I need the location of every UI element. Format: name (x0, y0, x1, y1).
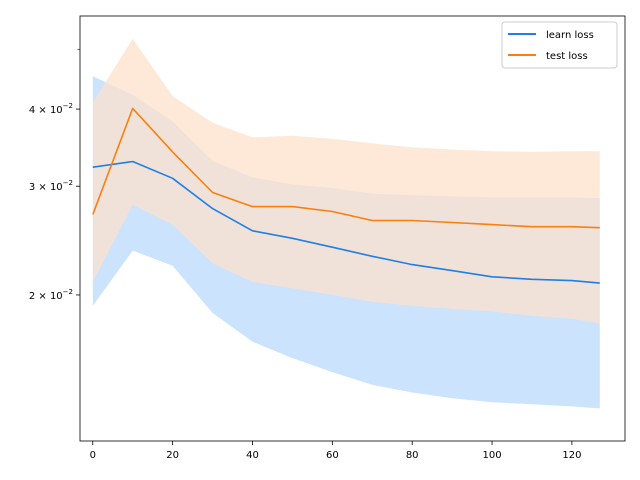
y-tick-label: 2 × 10−2 (29, 288, 73, 302)
legend-label-learn-loss: learn loss (546, 30, 594, 41)
x-tick-label: 40 (246, 450, 259, 461)
x-tick-label: 120 (562, 450, 581, 461)
confidence-bands (92, 38, 600, 409)
legend: learn loss test loss (501, 21, 618, 69)
series-lines (92, 107, 600, 284)
x-tick-label: 80 (406, 450, 419, 461)
x-axis-ticks: 0 20 40 60 80 100 120 (90, 441, 581, 461)
x-tick-label: 100 (482, 450, 501, 461)
axes-frame (79, 15, 626, 442)
x-tick-label: 20 (166, 450, 179, 461)
band-test-loss (92, 38, 600, 324)
legend-label-test-loss: test loss (546, 51, 588, 62)
y-axis-ticks: 2 × 10−2 3 × 10−2 4 × 10−2 (29, 48, 80, 302)
line-test-loss (92, 107, 600, 229)
x-tick-label: 0 (90, 450, 96, 461)
y-tick-label: 4 × 10−2 (29, 102, 73, 116)
x-tick-label: 60 (326, 450, 339, 461)
y-tick-label: 3 × 10−2 (29, 179, 73, 193)
line-learn-loss (92, 160, 600, 284)
